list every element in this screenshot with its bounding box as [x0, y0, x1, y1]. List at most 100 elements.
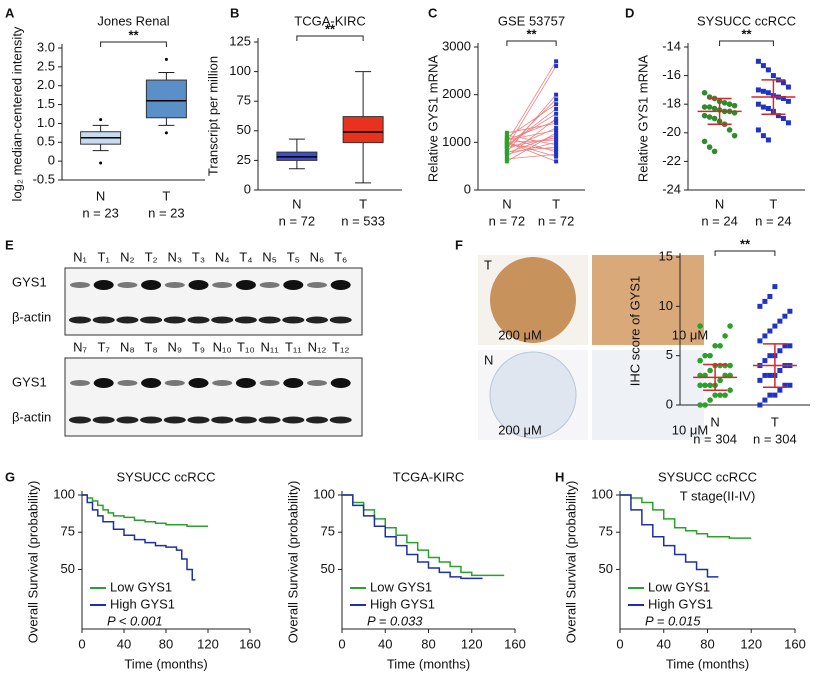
point — [504, 157, 509, 162]
n-label: n = 72 — [279, 213, 316, 228]
point — [706, 104, 713, 110]
panel-letter: G — [5, 469, 15, 484]
y-tick-label: 10 — [659, 298, 673, 313]
lane-label: N₉ — [168, 339, 183, 354]
outlier — [164, 57, 168, 61]
point — [722, 362, 728, 369]
x-tick-label: 40 — [378, 636, 392, 651]
panel-letter: H — [555, 469, 564, 484]
point — [504, 137, 509, 142]
lane-label: N₆ — [310, 249, 325, 264]
point — [554, 111, 559, 116]
point — [760, 133, 766, 139]
blot-band — [140, 416, 163, 424]
chart-title: Jones Renal — [97, 13, 169, 28]
point — [554, 118, 559, 123]
point — [787, 308, 793, 314]
y-axis-label: Transcript per million — [205, 56, 220, 176]
point — [765, 67, 771, 73]
point — [777, 318, 783, 324]
point — [697, 402, 703, 408]
blot-band — [211, 316, 234, 324]
point — [762, 298, 768, 304]
blot-band — [117, 380, 138, 386]
point — [712, 343, 718, 349]
point — [554, 154, 559, 159]
blot-band — [283, 378, 304, 388]
blot-band — [92, 416, 115, 424]
significance-bracket — [506, 40, 557, 46]
blot-band — [163, 416, 186, 424]
blot-band — [258, 316, 281, 324]
x-tick-label: 120 — [197, 636, 219, 651]
point — [701, 89, 708, 96]
n-label: n = 72 — [538, 213, 575, 228]
chart-title: TCGA-KIRC — [393, 469, 465, 484]
blot-band — [187, 416, 210, 424]
x-axis-label: Time (months) — [666, 656, 749, 671]
point — [554, 152, 559, 157]
point — [762, 358, 768, 364]
lane-label: T₄ — [239, 249, 252, 264]
point — [554, 142, 559, 147]
pair-line — [506, 108, 557, 147]
point — [706, 114, 713, 120]
p-value: P = 0.015 — [645, 613, 701, 628]
point — [765, 90, 771, 96]
blot-band — [212, 282, 233, 288]
point — [554, 121, 559, 126]
lane-label: N₅ — [262, 249, 277, 264]
blot-band — [141, 280, 162, 290]
x-tick-label: T — [769, 196, 777, 211]
lane-label: N₁ — [73, 249, 87, 264]
point — [727, 387, 733, 394]
y-tick-label: 2.0 — [37, 77, 55, 92]
point — [504, 144, 509, 149]
point — [780, 80, 786, 86]
y-tick-label: 3000 — [442, 38, 471, 53]
blot-band — [282, 416, 305, 424]
chart-title: SYSUCC ccRCC — [117, 469, 216, 484]
point — [504, 140, 509, 145]
y-tick-label: 50 — [599, 561, 613, 576]
pair-line — [506, 120, 557, 141]
significance: ** — [740, 236, 751, 251]
significance: ** — [526, 26, 537, 41]
chart-subtitle: T stage(II-IV) — [680, 488, 756, 503]
point — [777, 348, 783, 354]
blot-band — [307, 380, 327, 386]
x-tick-label: 80 — [421, 636, 435, 651]
blot-band — [187, 316, 210, 324]
legend-label: High GYS1 — [110, 596, 175, 611]
y-tick-label: 0 — [244, 181, 251, 196]
y-tick-label: 50 — [237, 122, 251, 137]
significance-bracket — [296, 35, 364, 41]
lane-label: T₆ — [334, 249, 347, 264]
pair-line — [506, 141, 557, 155]
blot-band — [116, 416, 139, 424]
significance: ** — [741, 26, 752, 41]
blot-band — [234, 316, 257, 324]
lane-label: T₁₀ — [237, 339, 255, 354]
y-tick-label: 125 — [229, 33, 251, 48]
y-tick-label: -24 — [662, 181, 681, 196]
point — [554, 106, 559, 111]
point — [760, 63, 766, 69]
point — [782, 313, 788, 319]
y-tick-label: 3.0 — [37, 39, 55, 54]
pair-line — [506, 61, 557, 143]
point — [697, 357, 703, 364]
point — [504, 130, 509, 135]
pair-line — [506, 134, 557, 154]
point — [777, 367, 783, 373]
point — [722, 333, 728, 339]
point — [726, 127, 733, 133]
blot-band — [329, 316, 352, 324]
n-label: n = 23 — [82, 205, 119, 220]
point — [770, 73, 776, 79]
y-tick-label: 5 — [666, 347, 673, 362]
point — [785, 120, 791, 126]
blot-band — [212, 380, 233, 386]
y-tick-label: 2000 — [442, 86, 471, 101]
y-tick-label: 1000 — [442, 134, 471, 149]
